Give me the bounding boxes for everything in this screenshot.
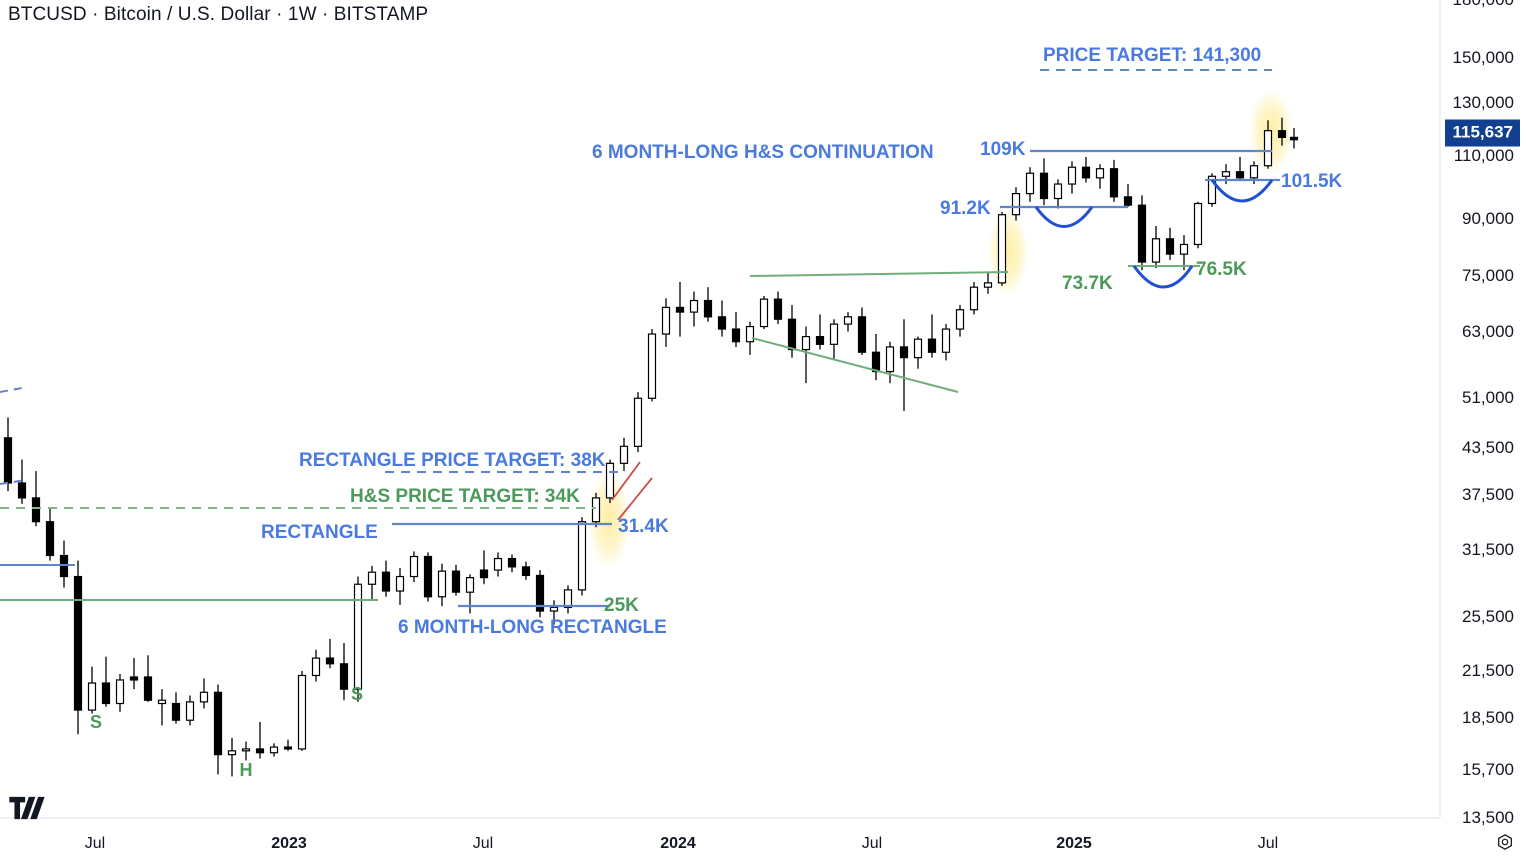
annotation-hs-continuation: 6 MONTH-LONG H&S CONTINUATION [592,142,934,163]
tradingview-logo [9,796,45,820]
price-axis-label: 75,000 [1462,266,1514,286]
price-axis-label: 13,500 [1462,808,1514,827]
marker-shoulder-left: S [89,712,103,732]
price-axis-label: 180,000 [1453,0,1514,10]
chart-title: BTCUSD · Bitcoin / U.S. Dollar · 1W · BI… [8,4,429,25]
price-axis-label: 63,000 [1462,321,1514,341]
price-axis-label: 150,000 [1452,47,1514,67]
price-axis-label: 51,000 [1462,388,1514,408]
price-axis-label: 43,500 [1462,438,1514,458]
annotation-price-target-upper: PRICE TARGET: 141,300 [1043,45,1262,66]
price-axis-label: 90,000 [1462,208,1514,228]
price-axis-label: 37,500 [1462,485,1514,505]
level-lines-right[interactable] [1000,69,1280,267]
level-lines-left[interactable] [0,387,653,608]
annotation-level-1015k: 101.5K [1281,171,1343,192]
annotation-hs-price-target: H&S PRICE TARGET: 34K [350,486,580,507]
price-axis-label: 21,500 [1462,661,1514,681]
price-axis-label: 15,700 [1462,760,1514,780]
annotation-level-109k: 109K [980,139,1026,160]
annotation-level-314k: 31.4K [618,516,669,537]
price-axis-label: 130,000 [1452,92,1514,112]
price-axis-label: 31,500 [1462,540,1514,560]
time-axis-label: Jul [1257,835,1279,852]
annotation-level-737k: 73.7K [1062,273,1113,294]
price-axis-label: 18,500 [1462,708,1514,728]
price-axis-label: 25,500 [1462,607,1514,627]
trendlines-mid[interactable] [749,271,1009,393]
time-axis-label: Jul [472,835,494,852]
annotation-level-912k: 91.2K [940,198,991,219]
annotation-rectangle-price-target: RECTANGLE PRICE TARGET: 38K [299,450,606,471]
pattern-arcs [1034,179,1274,289]
clock-icon[interactable] [1496,833,1514,851]
time-axis-label: 2023 [271,835,307,852]
annotation-rectangle-six-month: 6 MONTH-LONG RECTANGLE [398,617,667,638]
annotation-level-765k: 76.5K [1196,259,1247,280]
time-axis-label: 2024 [660,835,696,852]
annotation-rectangle-label: RECTANGLE [261,522,378,543]
time-axis-label: Jul [861,835,883,852]
axis-lines [0,0,1441,819]
current-price-badge: 115,637 [1445,119,1520,147]
time-axis-label: Jul [84,835,106,852]
marker-shoulder-right: S [350,684,364,704]
candlestick-series [3,117,1299,777]
price-axis-label: 110,000 [1453,145,1514,165]
time-axis-label: 2025 [1056,835,1092,852]
annotation-level-25k: 25K [604,595,639,616]
marker-head: H [239,760,253,780]
